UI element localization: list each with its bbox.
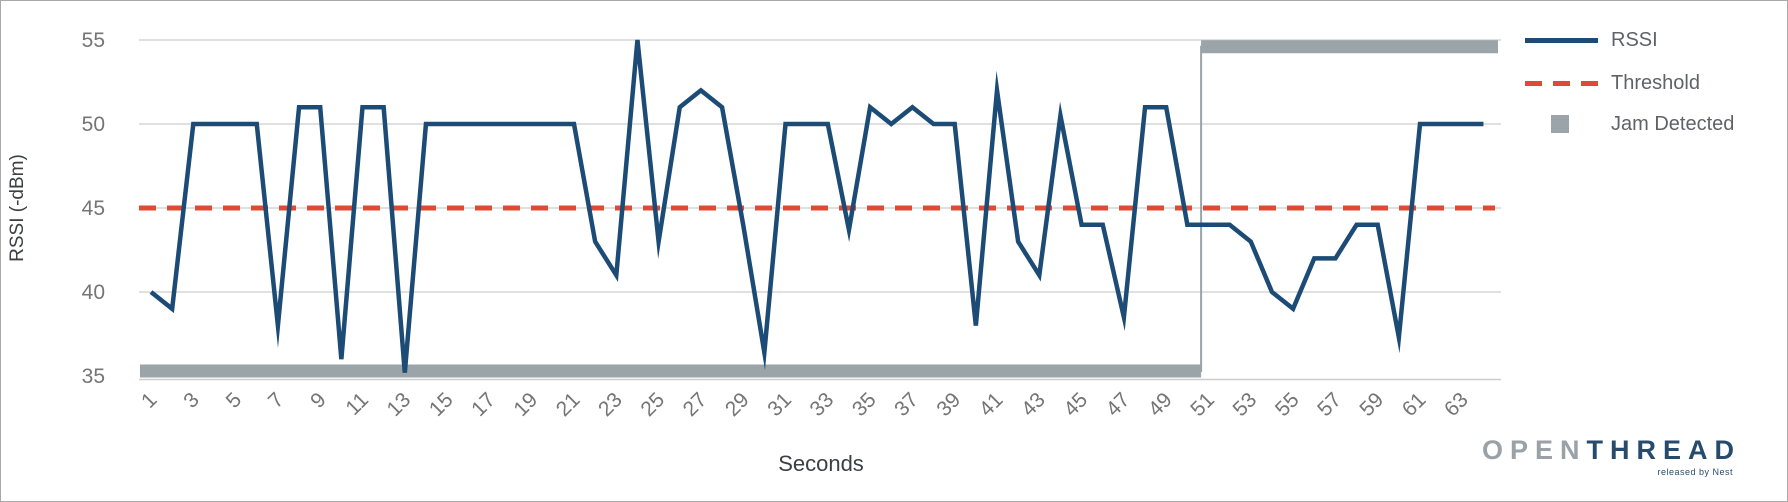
x-axis-title: Seconds — [778, 451, 864, 476]
jam-square-swatch-icon — [1551, 115, 1569, 133]
x-tick-label-37: 37 — [890, 388, 923, 421]
x-tick-label-35: 35 — [848, 388, 881, 421]
logo-open-part: OPEN — [1481, 435, 1587, 465]
x-tick-label-11: 11 — [341, 388, 373, 420]
logo-subtitle: released by Nest — [1657, 467, 1733, 477]
x-tick-label-53: 53 — [1229, 388, 1262, 421]
x-tick-label-55: 55 — [1271, 388, 1304, 421]
x-tick-label-63: 63 — [1440, 388, 1473, 421]
legend-item-rssi: RSSI — [1525, 28, 1658, 52]
legend-label-rssi: RSSI — [1611, 28, 1658, 51]
rssi-line-swatch-icon — [1525, 37, 1598, 43]
legend-item-threshold: Threshold — [1525, 71, 1700, 95]
x-tick-label-61: 61 — [1398, 388, 1431, 421]
openthread-logo: OPENTHREAD released by Nest — [1482, 435, 1741, 477]
x-tick-label-27: 27 — [679, 388, 712, 421]
x-tick-label-19: 19 — [509, 388, 542, 421]
x-tick-label-7: 7 — [264, 388, 289, 413]
x-tick-label-31: 31 — [763, 388, 796, 421]
threshold-dash-swatch-icon — [1525, 80, 1598, 86]
y-tick-label-40: 40 — [82, 281, 105, 304]
x-tick-label-41: 41 — [975, 388, 1008, 421]
y-tick-label-45: 45 — [82, 197, 105, 220]
x-tick-label-15: 15 — [425, 388, 458, 421]
logo-thread-part: THREAD — [1586, 435, 1741, 465]
x-tick-label-3: 3 — [179, 388, 204, 413]
x-tick-label-33: 33 — [806, 388, 839, 421]
y-tick-label-35: 35 — [82, 365, 105, 388]
x-tick-label-29: 29 — [721, 388, 754, 421]
x-tick-label-21: 21 — [552, 388, 585, 421]
y-tick-label-50: 50 — [82, 113, 105, 136]
legend-label-threshold: Threshold — [1611, 71, 1700, 94]
x-tick-label-39: 39 — [932, 388, 965, 421]
rssi-series-line — [149, 39, 1484, 373]
y-axis-title: RSSI (-dBm) — [7, 154, 28, 262]
x-tick-label-1: 1 — [137, 388, 162, 413]
x-tick-label-43: 43 — [1017, 388, 1050, 421]
legend-item-jam: Jam Detected — [1525, 112, 1734, 136]
x-tick-label-51: 51 — [1186, 388, 1219, 421]
x-tick-label-5: 5 — [222, 388, 247, 413]
x-tick-label-9: 9 — [306, 388, 331, 413]
x-tick-label-13: 13 — [383, 388, 416, 421]
openthread-logo-text: OPENTHREAD — [1482, 435, 1741, 466]
x-tick-label-49: 49 — [1144, 388, 1177, 421]
legend-label-jam: Jam Detected — [1611, 112, 1735, 135]
y-tick-label-55: 55 — [82, 29, 105, 52]
x-tick-label-23: 23 — [594, 388, 627, 421]
x-tick-label-47: 47 — [1102, 388, 1135, 421]
x-tick-label-17: 17 — [467, 388, 500, 421]
x-tick-label-57: 57 — [1313, 388, 1346, 421]
x-tick-label-45: 45 — [1059, 388, 1092, 421]
x-tick-label-59: 59 — [1355, 388, 1388, 421]
x-tick-label-25: 25 — [636, 388, 669, 421]
